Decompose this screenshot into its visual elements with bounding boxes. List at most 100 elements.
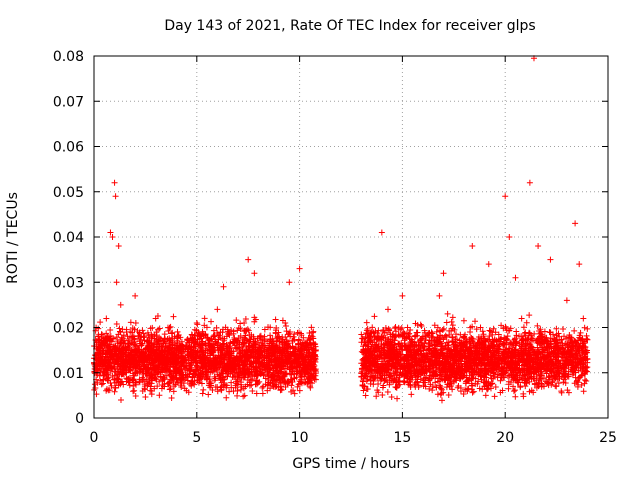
roti-band-point bbox=[443, 384, 450, 391]
roti-band-point bbox=[260, 383, 267, 390]
roti-band-point bbox=[142, 394, 149, 401]
roti-band-point bbox=[208, 318, 215, 325]
roti-band-point bbox=[111, 376, 118, 383]
roti-band-point bbox=[228, 327, 235, 334]
roti-band-point bbox=[160, 374, 167, 381]
roti-band-point bbox=[274, 334, 281, 341]
roti-band-point bbox=[106, 387, 113, 394]
roti-band-point bbox=[107, 326, 114, 333]
roti-band-point bbox=[363, 319, 370, 326]
roti-band-point bbox=[205, 391, 212, 398]
roti-band-point bbox=[213, 324, 220, 331]
roti-band-point bbox=[199, 390, 206, 397]
roti-band-point bbox=[224, 373, 231, 380]
roti-band-point bbox=[257, 332, 264, 339]
roti-band-point bbox=[295, 381, 302, 388]
roti-band-point bbox=[219, 329, 226, 336]
roti-band-point bbox=[228, 348, 235, 355]
roti-band-point bbox=[581, 324, 588, 331]
roti-band-point bbox=[205, 373, 212, 380]
roti-band-point bbox=[277, 387, 284, 394]
roti-band-point bbox=[94, 346, 101, 353]
roti-band-point bbox=[289, 357, 296, 364]
roti-band-point bbox=[169, 329, 176, 336]
roti-band-point bbox=[123, 329, 130, 336]
roti-band-point bbox=[166, 386, 173, 393]
roti-band-point bbox=[170, 388, 177, 395]
roti-band-point bbox=[242, 315, 249, 322]
roti-band-point bbox=[249, 388, 256, 395]
roti-band-point bbox=[99, 380, 106, 387]
roti-band-point bbox=[126, 382, 133, 389]
roti-band-point bbox=[214, 388, 221, 395]
roti-band-point bbox=[164, 324, 171, 331]
roti-band-point bbox=[388, 394, 395, 401]
roti-band-point bbox=[560, 326, 567, 333]
roti-band-point bbox=[127, 319, 134, 326]
roti-band-point bbox=[147, 383, 154, 390]
roti-band-point bbox=[232, 373, 239, 380]
roti-band-point bbox=[241, 392, 248, 399]
roti-band-point bbox=[200, 386, 207, 393]
roti-band-point bbox=[167, 385, 174, 392]
roti-band-point bbox=[213, 359, 220, 366]
roti-band-point bbox=[148, 380, 155, 387]
roti-band-point bbox=[201, 322, 208, 329]
roti-band-point bbox=[288, 376, 295, 383]
roti-band-point bbox=[294, 329, 301, 336]
roti-band-point bbox=[167, 323, 174, 330]
roti-band-point bbox=[235, 335, 242, 342]
roti-band-point bbox=[301, 339, 308, 346]
roti-band-point bbox=[195, 330, 202, 337]
roti-band-point bbox=[452, 331, 459, 338]
roti-band-point bbox=[472, 318, 479, 325]
roti-band-point bbox=[191, 326, 198, 333]
roti-band-point bbox=[212, 384, 219, 391]
roti-band-point bbox=[141, 385, 148, 392]
roti-band-point bbox=[294, 383, 301, 390]
roti-band-point bbox=[291, 331, 298, 338]
roti-band-point bbox=[116, 325, 123, 332]
roti-band-point bbox=[230, 374, 237, 381]
roti-band-point bbox=[580, 388, 587, 395]
roti-band-point bbox=[259, 390, 266, 397]
roti-band-point bbox=[117, 396, 124, 403]
roti-band-point bbox=[482, 392, 489, 399]
roti-band-point bbox=[449, 314, 456, 321]
roti-band-point bbox=[408, 391, 415, 398]
roti-band-point bbox=[96, 346, 103, 353]
roti-band-point bbox=[295, 337, 302, 344]
roti-band-point bbox=[310, 328, 317, 335]
roti-band-point bbox=[158, 385, 165, 392]
roti-band-point bbox=[523, 319, 530, 326]
roti-band-point bbox=[105, 374, 112, 381]
roti-band-point bbox=[443, 319, 450, 326]
roti-band-point bbox=[223, 394, 230, 401]
roti-band-point bbox=[253, 381, 260, 388]
roti-band-point bbox=[288, 382, 295, 389]
roti-band-point bbox=[384, 388, 391, 395]
roti-band-point bbox=[209, 387, 216, 394]
roti-band-point bbox=[103, 387, 110, 394]
roti-band-point bbox=[510, 388, 517, 395]
roti-band-point bbox=[91, 343, 98, 350]
roti-band-point bbox=[170, 383, 177, 390]
roti-band-point bbox=[287, 333, 294, 340]
roti-band-point bbox=[233, 317, 240, 324]
roti-band-point bbox=[201, 315, 208, 322]
roti-band-point bbox=[194, 321, 201, 328]
roti-band-point bbox=[237, 320, 244, 327]
roti-band-point bbox=[154, 383, 161, 390]
roti-band-point bbox=[379, 391, 386, 398]
roti-band-point bbox=[113, 321, 120, 328]
roti-band-point bbox=[312, 376, 319, 383]
roti-band-point bbox=[228, 379, 235, 386]
roti-band-point bbox=[460, 390, 467, 397]
roti-band-point bbox=[290, 333, 297, 340]
roti-band-point bbox=[126, 379, 133, 386]
roti-band-point bbox=[492, 384, 499, 391]
roti-band-point bbox=[217, 377, 224, 384]
roti-band-point bbox=[159, 381, 166, 388]
roti-band-point bbox=[173, 378, 180, 385]
